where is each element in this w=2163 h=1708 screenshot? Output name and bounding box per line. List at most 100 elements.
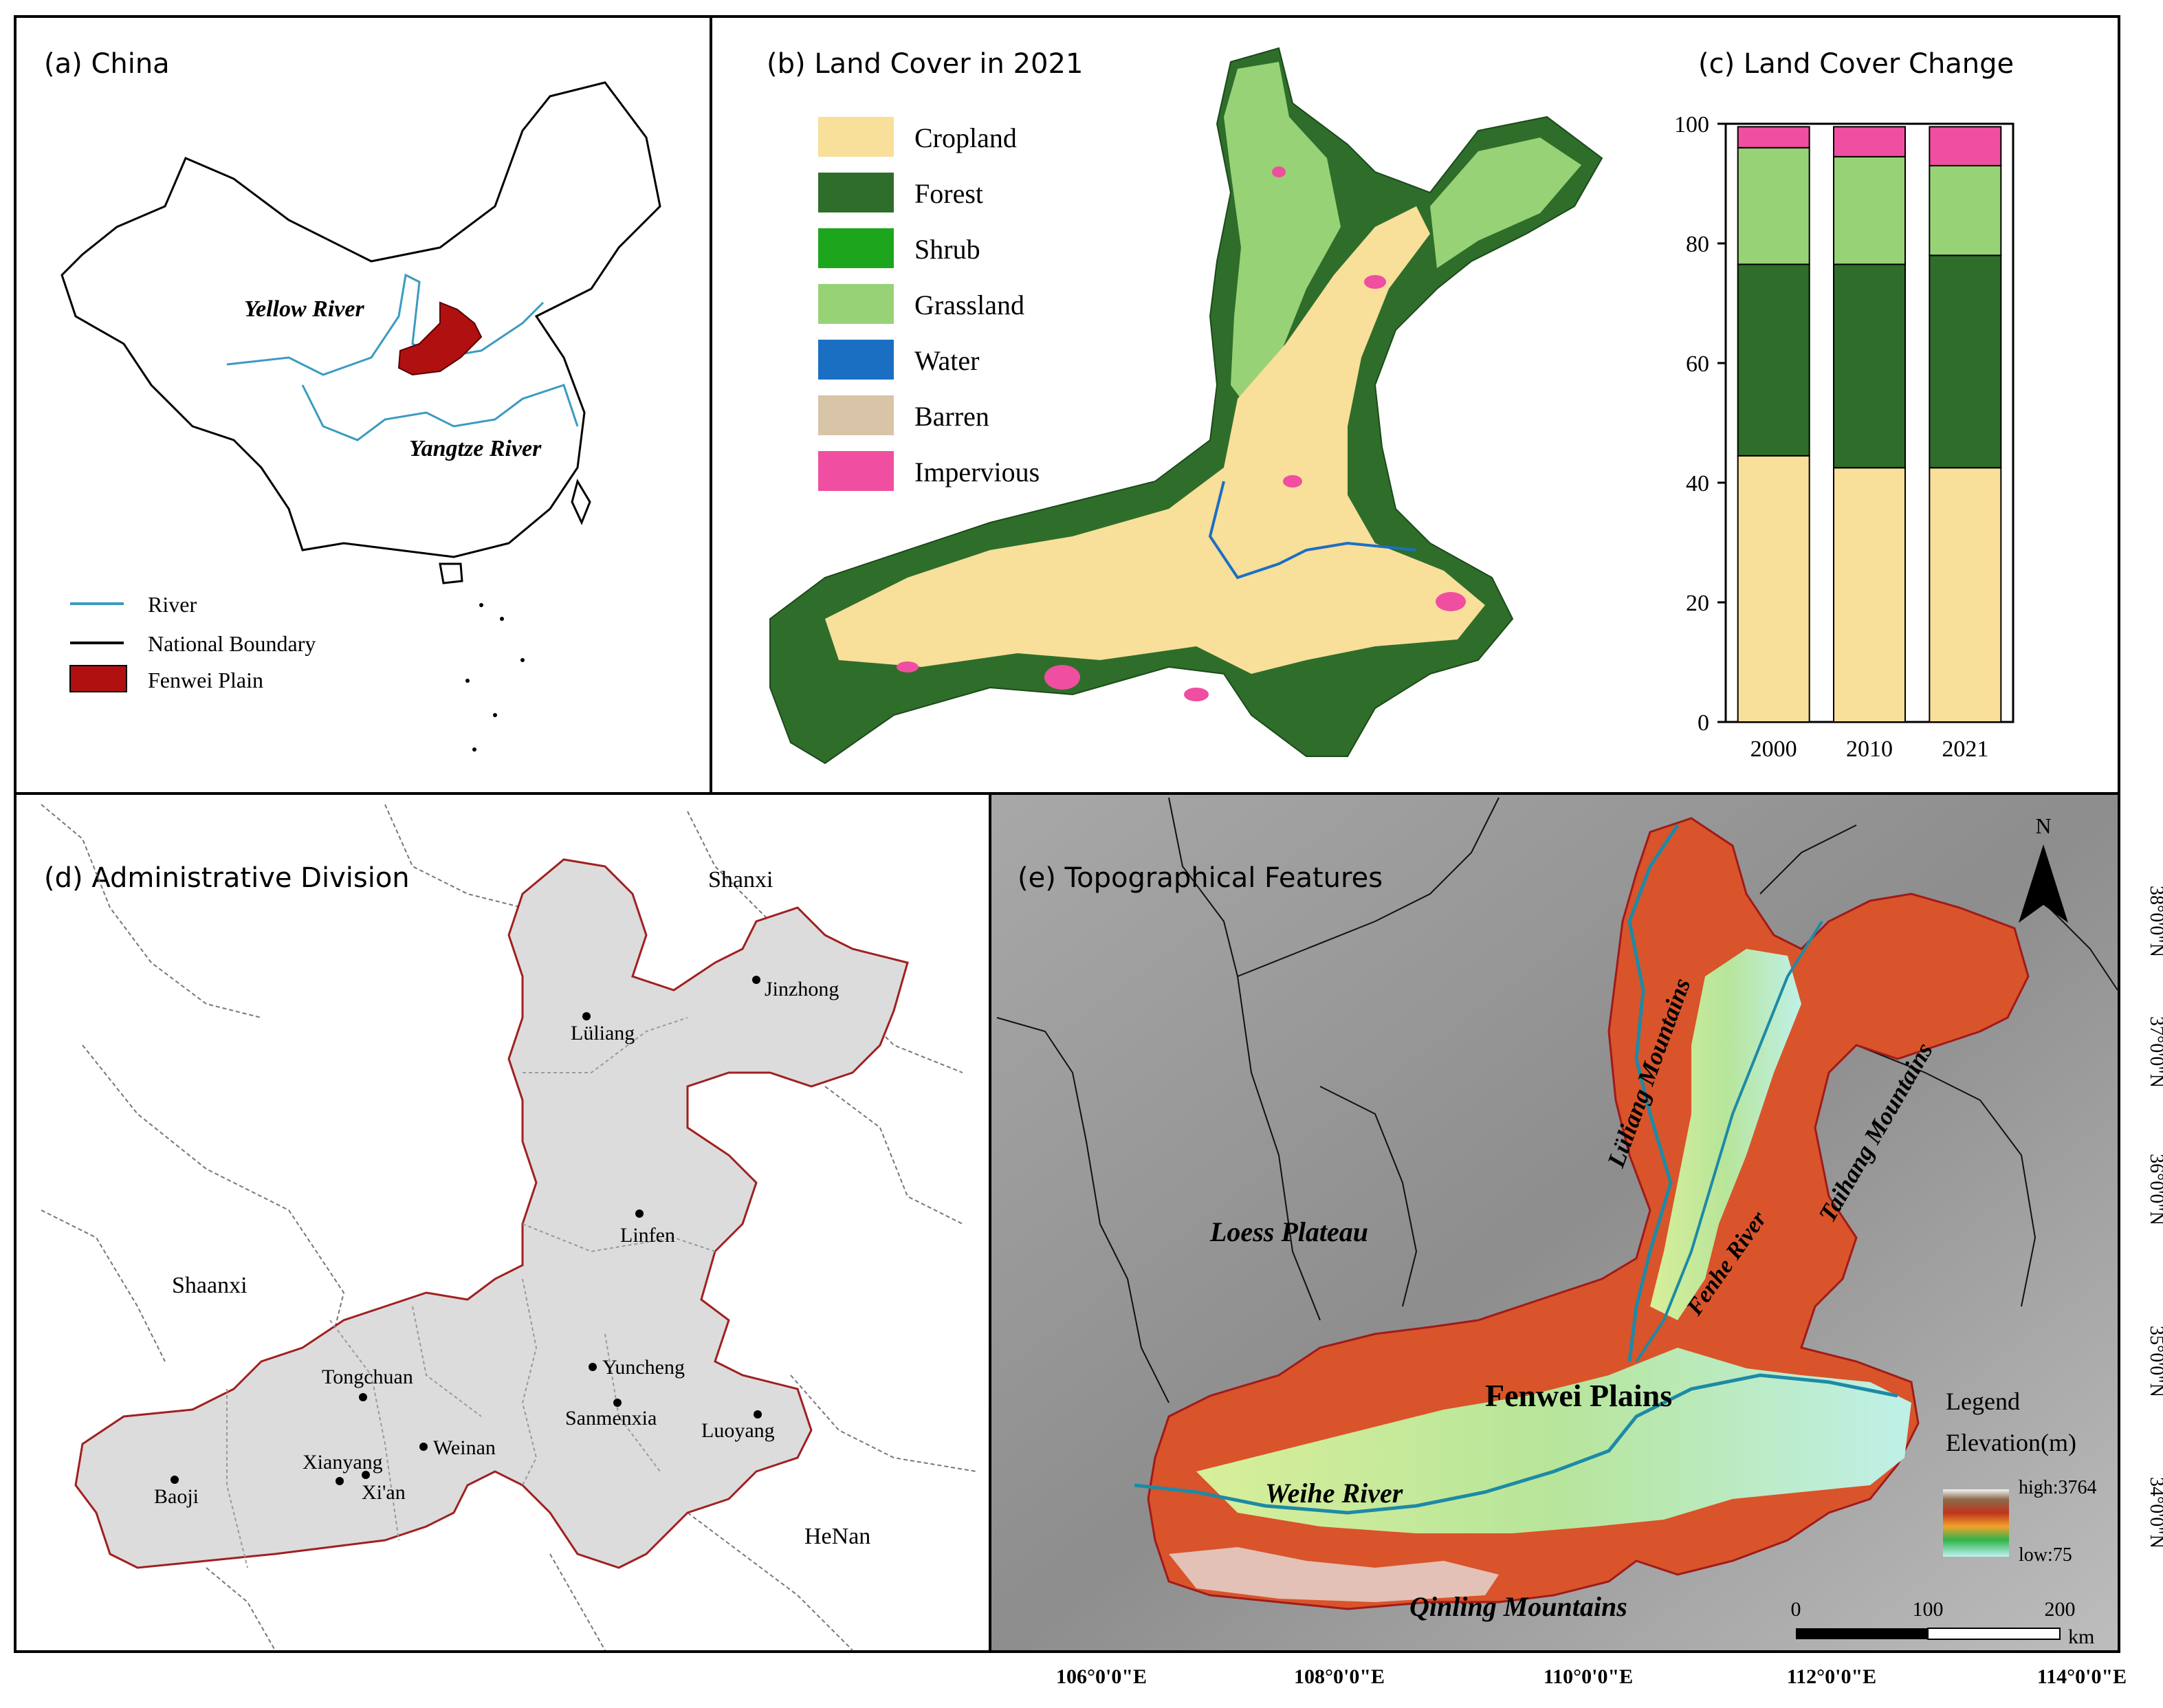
latitude-labels: 38°0'0"N 37°0'0"N 36°0'0"N 35°0'0"N 34°0… <box>2146 886 2163 1548</box>
panel-d-title: (d) Administrative Division <box>44 862 410 894</box>
bar-impervious-2010 <box>1833 126 1906 157</box>
bar-cropland-2000 <box>1737 455 1810 723</box>
elevation-low-label: low:75 <box>2019 1544 2072 1566</box>
neighbour-boundaries <box>41 804 977 1651</box>
city-label-sanmenxia: Sanmenxia <box>565 1407 657 1430</box>
province-shaanxi-label: Shaanxi <box>172 1273 248 1298</box>
legend-grassland-swatch <box>818 284 894 324</box>
water-feature <box>1208 481 1417 580</box>
north-arrow-icon <box>2019 844 2068 923</box>
y-tick-label: 0 <box>1698 710 1709 736</box>
fenhe-river-line <box>1627 824 1680 1362</box>
panel-c: (c) Land Cover Change 0 20 40 60 80 100 2000 20… <box>1674 48 2014 762</box>
legend-forest-label: Forest <box>914 178 983 209</box>
city-dot-xian <box>362 1471 370 1479</box>
panel-e: (e) Topographical Features Lüliang Mount… <box>991 795 2118 1650</box>
panel-a-title: (a) China <box>44 48 170 80</box>
legend-barren-swatch <box>818 395 894 435</box>
lon-label-114: 114°0'0"E <box>2037 1665 2127 1688</box>
legend-boundary-label: National Boundary <box>148 631 316 656</box>
city-label-xian: Xi'an <box>362 1481 406 1504</box>
panel-a-legend: River National Boundary Fenwei Plain <box>69 592 316 692</box>
city-dot-weinan <box>419 1443 428 1451</box>
bar-forest-2000 <box>1737 263 1810 457</box>
yangtze-river-line <box>301 384 579 441</box>
panel-a: (a) China Yellow River Yangtze River Riv… <box>44 48 661 752</box>
city-dot-luliang <box>582 1012 591 1020</box>
impervious-patches <box>897 166 1466 701</box>
bar-cropland-2021 <box>1929 467 2002 723</box>
legend-fenwei-swatch <box>69 665 127 692</box>
city-label-tongchuan: Tongchuan <box>322 1366 413 1388</box>
city-label-weinan: Weinan <box>433 1436 496 1459</box>
legend-cropland-swatch <box>818 117 894 157</box>
taiwan-outline <box>571 479 591 525</box>
weihe-plain <box>1196 1348 1911 1533</box>
city-label-baoji: Baoji <box>154 1485 199 1508</box>
lat-label-35: 35°0'0"N <box>2146 1326 2163 1397</box>
city-dot-sanmenxia <box>613 1399 622 1407</box>
city-dot-tongchuan <box>359 1393 367 1401</box>
panel-d: (d) Administrative Division Shanxi Shaan… <box>41 804 977 1651</box>
panel-c-title: (c) Land Cover Change <box>1698 48 2014 80</box>
lat-label-38: 38°0'0"N <box>2146 886 2163 957</box>
scale-bar: 0 100 200 km <box>1791 1598 2095 1648</box>
lat-label-37: 37°0'0"N <box>2146 1016 2163 1088</box>
legend-impervious-swatch <box>818 451 894 491</box>
legend-forest-swatch <box>818 173 894 212</box>
city-dot-baoji <box>171 1476 179 1484</box>
legend-water-swatch <box>818 340 894 380</box>
bar-grassland-2021 <box>1929 164 2002 256</box>
elevation-legend-title: Legend <box>1946 1388 2020 1415</box>
china-outline <box>61 81 661 558</box>
longitude-labels: 106°0'0"E 108°0'0"E 110°0'0"E 112°0'0"E … <box>1056 1665 2127 1688</box>
legend-shrub-swatch <box>818 228 894 268</box>
city-dot-luoyang <box>754 1410 762 1419</box>
south-sea-islands <box>465 603 525 752</box>
legend-barren-label: Barren <box>914 401 989 432</box>
cropland-zone <box>825 206 1485 674</box>
city-label-xianyang: Xianyang <box>303 1451 383 1474</box>
city-dots <box>171 976 762 1485</box>
y-tick-label: 100 <box>1674 112 1709 138</box>
north-arrow: N <box>2019 813 2068 923</box>
hainan-outline <box>439 562 463 584</box>
city-label-luliang: Lüliang <box>571 1022 635 1044</box>
weihe-river-label: Weihe River <box>1265 1478 1403 1509</box>
land-cover-map <box>769 47 1603 765</box>
yangtze-river-label: Yangtze River <box>409 436 542 461</box>
province-shanxi-label: Shanxi <box>708 867 773 893</box>
grassland-zone-north <box>1224 62 1341 413</box>
elevation-color-ramp <box>1943 1489 2009 1557</box>
fenwei-admin-region <box>74 858 909 1569</box>
lon-label-106: 106°0'0"E <box>1056 1665 1147 1688</box>
scale-tick-200: 200 <box>2045 1598 2076 1621</box>
x-tick-label-2010: 2010 <box>1846 736 1893 762</box>
bar-forest-2010 <box>1833 263 1906 469</box>
province-henan-label: HeNan <box>804 1524 870 1549</box>
land-cover-legend: Cropland Forest Shrub Grassland Water Ba… <box>818 117 1040 491</box>
yellow-river-line <box>226 273 545 376</box>
panel-b: (b) Land Cover in 2021 Cropland For <box>767 47 1603 765</box>
bar-cropland-2010 <box>1833 467 1906 723</box>
scale-tick-100: 100 <box>1913 1598 1944 1621</box>
legend-river-label: River <box>148 592 197 617</box>
y-tick-label: 40 <box>1686 471 1709 496</box>
fenwei-plain-shape <box>397 301 483 376</box>
qinling-snow <box>1169 1547 1499 1602</box>
legend-shrub-label: Shrub <box>914 234 980 265</box>
lon-label-108: 108°0'0"E <box>1294 1665 1385 1688</box>
dem-boundaries <box>996 797 2118 1403</box>
scale-tick-0: 0 <box>1791 1598 1801 1621</box>
fenhe-river-branch <box>1635 920 1823 1363</box>
bar-grassland-2010 <box>1833 155 1906 265</box>
city-label-linfen: Linfen <box>620 1224 675 1247</box>
city-dot-jinzhong <box>752 976 760 984</box>
city-label-luoyang: Luoyang <box>701 1419 775 1442</box>
y-tick-label: 60 <box>1686 351 1709 377</box>
bar-impervious-2000 <box>1737 126 1810 149</box>
grassland-zone-east <box>1430 138 1581 268</box>
panel-e-title: (e) Topographical Features <box>1018 862 1383 894</box>
north-arrow-label: N <box>2035 813 2051 838</box>
